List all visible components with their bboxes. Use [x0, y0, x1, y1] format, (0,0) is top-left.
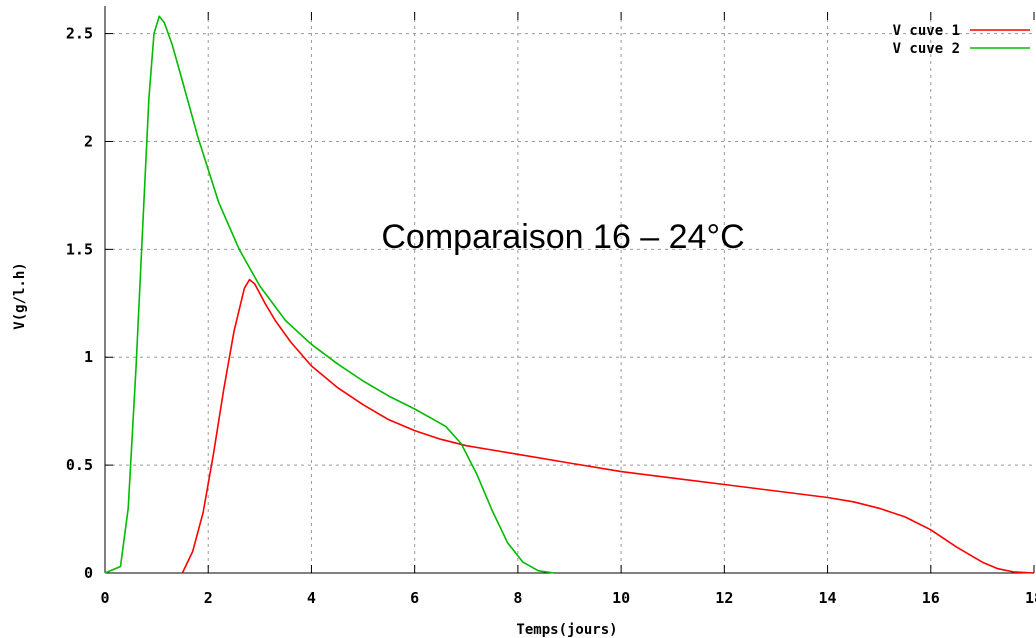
plot-frame — [104, 6, 1034, 574]
series-line-1 — [181, 278, 1035, 574]
legend: V cuve 1 V cuve 2 — [893, 23, 1030, 57]
y-axis-label: V(g/l.h) — [12, 262, 28, 329]
y-tick-label: 2 — [84, 132, 93, 150]
series-line-2 — [104, 15, 555, 574]
grid — [105, 12, 1034, 573]
series-group — [104, 15, 1035, 574]
x-axis-label: Temps(jours) — [516, 622, 617, 638]
y-axis: 0 0.5 1 1.5 2 2.5 — [66, 25, 113, 582]
legend-label-2: V cuve 2 — [893, 41, 960, 57]
y-tick-label: 0.5 — [66, 456, 93, 474]
x-tick-label: 6 — [410, 589, 419, 607]
x-axis: 0 2 4 6 8 10 12 14 16 18 — [100, 12, 1036, 607]
x-tick-label: 12 — [715, 589, 733, 607]
y-tick-label: 0 — [84, 564, 93, 582]
x-tick-label: 0 — [100, 589, 109, 607]
x-tick-label: 16 — [922, 589, 940, 607]
x-tick-label: 2 — [204, 589, 213, 607]
y-tick-label: 2.5 — [66, 25, 93, 43]
x-tick-label: 18 — [1025, 589, 1036, 607]
chart-annotation: Comparaison 16 – 24°C — [381, 218, 744, 256]
x-tick-label: 4 — [307, 589, 316, 607]
y-tick-label: 1 — [84, 348, 93, 366]
x-tick-label: 8 — [513, 589, 522, 607]
y-tick-label: 1.5 — [66, 240, 93, 258]
x-tick-label: 10 — [612, 589, 630, 607]
legend-label-1: V cuve 1 — [893, 23, 960, 39]
x-tick-label: 14 — [819, 589, 837, 607]
